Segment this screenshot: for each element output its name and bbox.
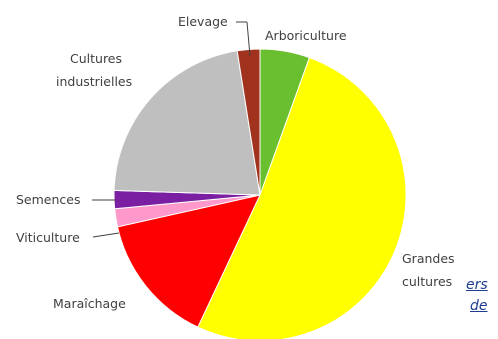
- pie-slice-cultures-industrielles: [113, 50, 261, 196]
- leader-lines: [92, 21, 251, 238]
- label-viticulture: Viticulture: [16, 230, 80, 245]
- label-cultures-industrielles-2: industrielles: [56, 74, 132, 89]
- bleed-text-2: de: [470, 298, 488, 314]
- label-semences: Semences: [16, 192, 81, 207]
- leader-line-elevage-drop: [246, 21, 251, 57]
- label-elevage: Elevage: [178, 14, 228, 29]
- bleed-text-1: ers: [466, 277, 488, 293]
- label-maraichage: Maraîchage: [53, 296, 126, 311]
- label-grandes-cultures-2: cultures: [402, 274, 452, 289]
- pie-slice-maraichage: [116, 194, 261, 328]
- pie-slices: [113, 48, 407, 339]
- label-grandes-cultures-1: Grandes: [402, 251, 455, 266]
- leader-line-viticulture: [92, 232, 120, 238]
- pie-slice-elevage: [236, 48, 261, 196]
- label-cultures-industrielles-1: Cultures: [70, 51, 122, 66]
- label-arboriculture: Arboriculture: [265, 28, 347, 43]
- pie-slice-grandes-cultures: [197, 56, 407, 339]
